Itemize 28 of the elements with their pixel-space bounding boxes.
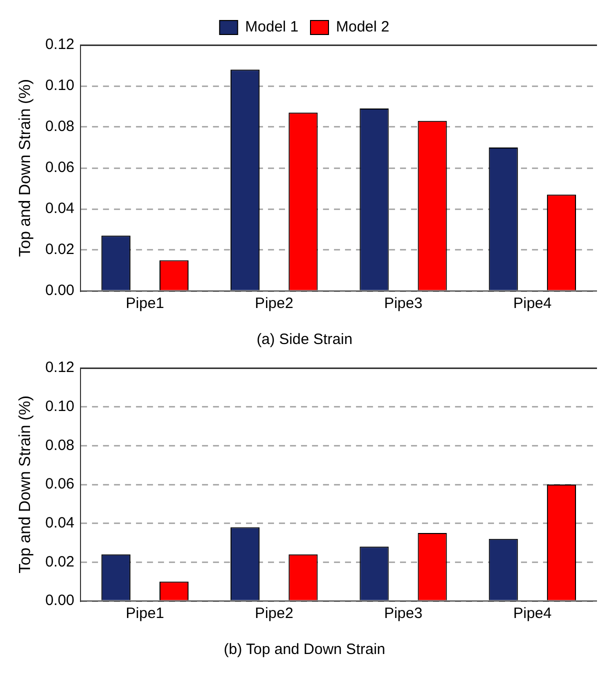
x-tick-label: Pipe2	[254, 605, 294, 622]
y-tick-label: 0.04	[45, 200, 74, 218]
y-tick-label: 0.04	[45, 514, 74, 532]
x-tick-label: Pipe4	[513, 295, 552, 312]
y-tick-label: 0.06	[45, 159, 74, 176]
text: (b) Top and Down Strain	[224, 641, 386, 658]
y-tick-label: 0.00	[45, 592, 74, 610]
text: (a) Side Strain	[256, 331, 352, 348]
y-tick-label: 0.10	[45, 77, 74, 94]
y-tick-label: 0.02	[45, 241, 74, 258]
y-tick-label: 0.00	[45, 282, 74, 300]
x-tick-label: Pipe4	[513, 605, 552, 622]
x-tick-label: Pipe1	[126, 605, 164, 622]
y-axis-title: Top and Down Strain (%)	[17, 396, 34, 574]
x-tick-label: Pipe3	[384, 295, 422, 312]
y-tick-label: 0.12	[45, 36, 74, 54]
x-tick-label: Pipe3	[384, 605, 422, 622]
y-tick-label: 0.06	[45, 476, 74, 493]
legend-label: Model 1	[245, 18, 299, 36]
y-tick-label: 0.08	[45, 118, 74, 136]
y-tick-label: 0.08	[45, 436, 74, 454]
y-tick-label: 0.02	[45, 553, 74, 570]
x-tick-label: Pipe2	[254, 295, 294, 312]
y-axis-title: Top and Down Strain (%)	[17, 79, 34, 257]
y-tick-label: 0.10	[45, 398, 74, 415]
x-tick-label: Pipe1	[126, 295, 164, 312]
legend-label: Model 2	[336, 18, 390, 36]
y-tick-label: 0.12	[45, 359, 74, 376]
